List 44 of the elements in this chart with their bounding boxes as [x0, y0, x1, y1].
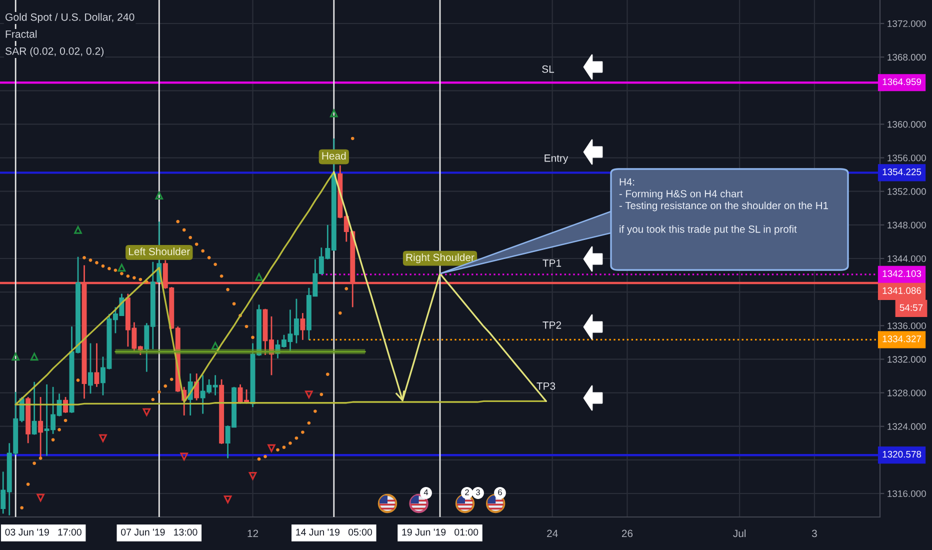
x-tick-label: 24 — [547, 530, 558, 538]
annotation: 2 — [465, 489, 469, 496]
y-tick-label: 1372.000 — [888, 20, 926, 28]
y-tick-label: 1344.000 — [888, 255, 926, 262]
annotation: SAR (0.02, 0.02, 0.2) — [5, 47, 104, 57]
ref-line-label: 1341.086 — [882, 287, 922, 294]
annotation: TP3 — [536, 382, 556, 390]
x-tick-label: 12 — [248, 530, 258, 538]
y-tick-label: 1356.000 — [888, 154, 926, 162]
annotation: TP2 — [542, 321, 562, 329]
text: 07 Jun '19 13:00 — [121, 528, 198, 536]
y-tick-label: 1316.000 — [888, 490, 926, 498]
ref-line-label: 1354.225 — [882, 168, 922, 176]
text: H4: - Forming H&S on H4 chart - Testing resistance on the shoulder on the H1 if you took this trade put the SL in profit — [619, 178, 828, 235]
text: 14 Jun '19 05:00 — [296, 528, 372, 536]
annotation: Right Shoulder — [406, 253, 474, 264]
text: Gold Spot / U.S. Dollar, 240 — [6, 13, 134, 23]
ref-line-label: 1364.959 — [882, 78, 922, 86]
annotation: 4 — [424, 489, 428, 496]
y-tick-label: 1348.000 — [888, 222, 926, 228]
annotation: Fractal — [6, 30, 37, 38]
annotation: 6 — [498, 489, 502, 496]
text: 19 Jun '19 01:00 — [402, 528, 478, 536]
annotation: Entry — [544, 154, 568, 164]
data-label: 1334.327 — [882, 336, 921, 342]
y-tick-label: 1360.000 — [888, 121, 926, 128]
x-tick-label: Jul — [733, 530, 746, 538]
y-tick-label: 1336.000 — [888, 322, 926, 330]
annotation: 3 — [476, 489, 480, 496]
annotation: Left Shoulder — [129, 248, 190, 256]
y-tick-label: 1328.000 — [888, 390, 926, 396]
x-tick-label: 26 — [622, 530, 633, 538]
ref-line-label: 1320.578 — [882, 450, 922, 458]
annotation: TP1 — [542, 260, 562, 267]
y-tick-label: 1324.000 — [888, 423, 926, 430]
annotation: SL — [542, 65, 554, 73]
text: 54:57 — [900, 304, 923, 311]
data-label: 1342.103 — [882, 270, 922, 277]
text: 03 Jun '19 17:00 — [5, 528, 82, 536]
y-tick-label: 1332.000 — [888, 356, 926, 363]
y-tick-label: 1368.000 — [888, 54, 926, 61]
annotation: Head — [322, 152, 346, 160]
x-tick-label: 3 — [812, 530, 817, 538]
y-tick-label: 1352.000 — [888, 188, 926, 195]
